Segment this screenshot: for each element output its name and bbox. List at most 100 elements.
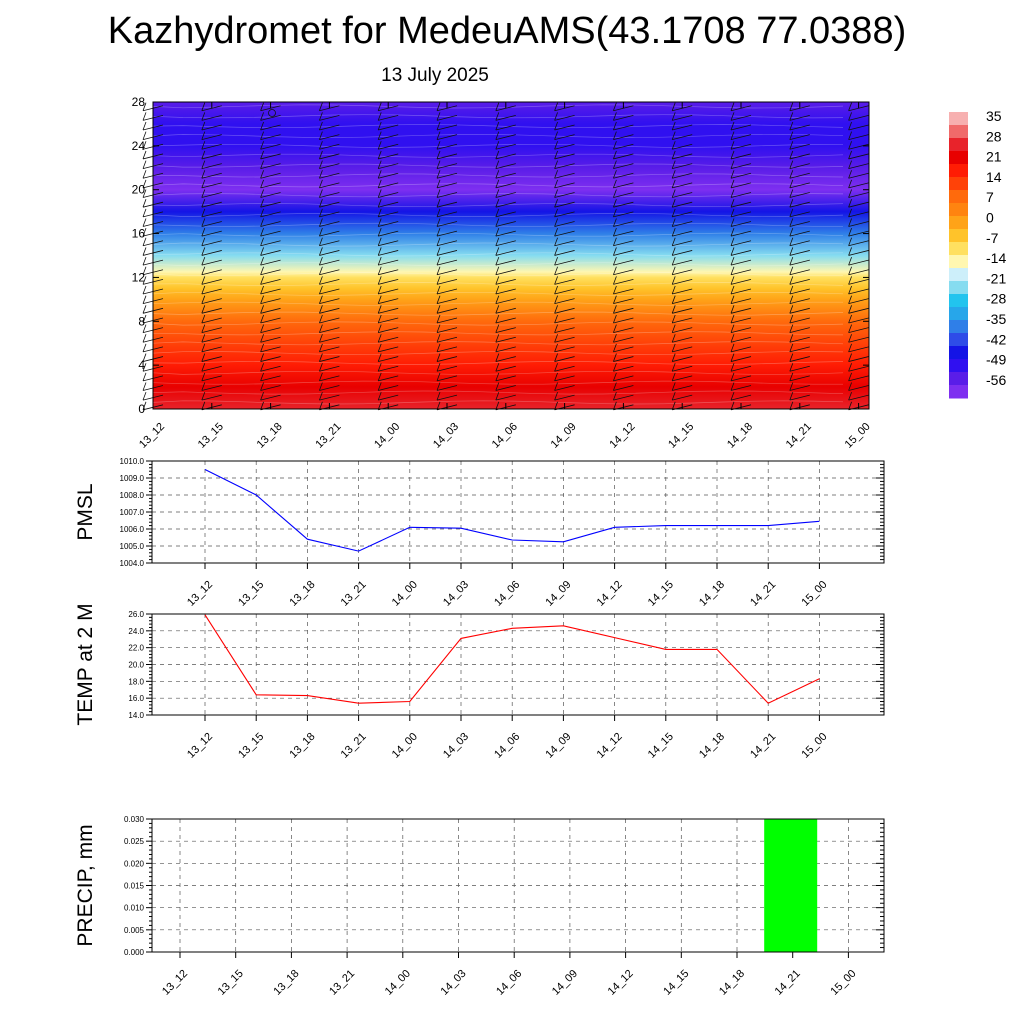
wind-barb xyxy=(319,295,340,305)
temperature-contour xyxy=(152,242,844,247)
wind-barb xyxy=(436,199,458,208)
wind-barb xyxy=(495,102,516,112)
wind-barb xyxy=(554,334,575,343)
wind-barb xyxy=(377,363,399,372)
wind-barb xyxy=(613,392,634,401)
wind-barb xyxy=(554,372,575,382)
wind-barb xyxy=(377,247,399,256)
wind-barb xyxy=(671,372,693,382)
wind-barb xyxy=(730,324,752,334)
wind-barb xyxy=(554,199,575,208)
temperature-contour xyxy=(152,390,844,395)
colorbar-band xyxy=(949,307,968,321)
wind-barb xyxy=(730,218,752,227)
wind-barb xyxy=(201,141,222,150)
wind-barb xyxy=(436,266,458,276)
wind-barb xyxy=(671,314,693,324)
y-tick-label: 0.025 xyxy=(124,837,145,846)
wind-barb xyxy=(613,237,634,247)
wind-barb xyxy=(377,314,399,324)
wind-barb xyxy=(613,256,634,266)
wind-barb xyxy=(554,227,575,237)
y-tick-label: 0.005 xyxy=(124,926,145,935)
temperature-contour xyxy=(152,193,844,198)
wind-barb xyxy=(671,131,693,141)
wind-barb xyxy=(319,382,340,391)
wind-barb xyxy=(671,189,693,198)
wind-barb xyxy=(789,363,810,372)
temperature-contour xyxy=(152,311,844,316)
wind-barb xyxy=(319,189,340,198)
wind-barb xyxy=(377,353,399,362)
wind-barb xyxy=(671,208,693,218)
wind-barb xyxy=(495,363,516,372)
x-tick-label: 15_00 xyxy=(828,968,858,998)
wind-barb xyxy=(260,218,281,227)
wind-barb xyxy=(671,160,693,169)
x-tick-label: 14_09 xyxy=(543,731,573,761)
wind-barb xyxy=(789,324,810,334)
wind-barb xyxy=(613,334,634,343)
wind-barb xyxy=(554,150,575,160)
wind-barb xyxy=(554,343,575,353)
x-tick-label: 14_15 xyxy=(661,968,691,998)
wind-barb xyxy=(789,208,810,218)
x-tick-label: 13_18 xyxy=(271,968,301,998)
wind-barb xyxy=(201,353,222,362)
pmsl-ylabel: PMSL xyxy=(74,483,97,540)
y-tick-label: 0.020 xyxy=(124,859,145,868)
wind-barb xyxy=(789,266,810,276)
wind-barb xyxy=(319,363,340,372)
wind-barb xyxy=(495,256,516,266)
x-tick-label: 13_21 xyxy=(339,731,369,761)
wind-barb xyxy=(260,324,281,334)
wind-barb xyxy=(554,170,575,179)
colorbar-label: 0 xyxy=(986,210,994,226)
wind-barb xyxy=(201,372,222,382)
wind-barb xyxy=(848,363,869,372)
y-tick-label: 24.0 xyxy=(128,627,144,636)
wind-barb xyxy=(260,256,281,266)
colorbar-label: -21 xyxy=(986,270,1006,286)
wind-barb xyxy=(613,314,634,324)
wind-barb xyxy=(671,353,693,362)
wind-barb xyxy=(201,189,222,198)
wind-barb xyxy=(848,170,869,179)
colorbar-label: 14 xyxy=(986,169,1002,185)
temperature-contour xyxy=(152,163,844,168)
wind-barb xyxy=(436,141,458,150)
wind-barb xyxy=(201,227,222,237)
temperature-contour xyxy=(152,203,844,208)
wind-barb xyxy=(377,227,399,237)
wind-barb xyxy=(436,208,458,218)
wind-barb xyxy=(554,102,575,112)
wind-barb xyxy=(377,237,399,247)
wind-barb xyxy=(848,305,869,314)
wind-barb xyxy=(671,179,693,189)
wind-barb xyxy=(201,276,222,285)
wind-barb xyxy=(260,372,281,382)
wind-barb xyxy=(789,112,810,121)
colorbar-band xyxy=(949,281,968,295)
wind-barb xyxy=(201,266,222,276)
wind-barb xyxy=(495,179,516,189)
wind-barb xyxy=(613,208,634,218)
wind-barb xyxy=(201,112,222,121)
wind-barb xyxy=(554,237,575,247)
wind-barb xyxy=(848,285,869,295)
x-tick-label: 14_15 xyxy=(646,731,676,761)
y-tick-label: 20.0 xyxy=(128,661,144,670)
wind-barb xyxy=(260,131,281,141)
wind-barb xyxy=(436,363,458,372)
wind-barb xyxy=(201,150,222,160)
wind-barb xyxy=(377,189,399,198)
wind-barb xyxy=(436,324,458,334)
x-tick-label: 13_15 xyxy=(236,579,266,609)
wind-barb xyxy=(436,112,458,121)
wind-barb xyxy=(848,353,869,362)
y-tick-label: 18.0 xyxy=(128,677,144,686)
wind-barb xyxy=(554,266,575,276)
wind-barb xyxy=(495,276,516,285)
colorbar-band xyxy=(949,255,968,269)
wind-barb xyxy=(377,372,399,382)
